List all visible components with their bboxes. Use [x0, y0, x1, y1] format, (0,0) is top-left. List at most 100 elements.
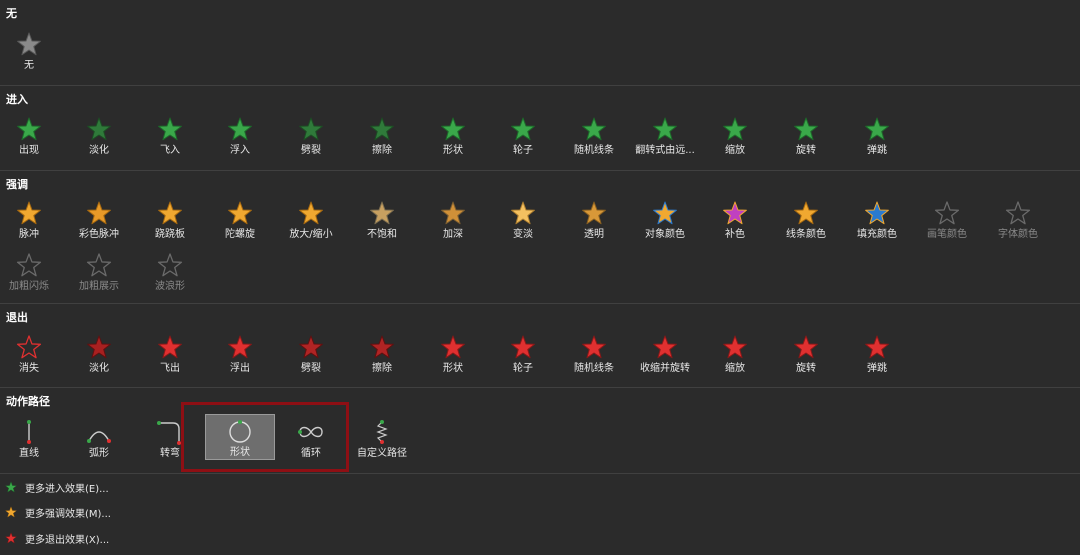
- emphasis-spin[interactable]: 陀螺旋: [205, 197, 275, 243]
- emphasis-darken[interactable]: 加深: [418, 197, 488, 243]
- star-red-zoom-icon: [723, 335, 747, 359]
- motion-turn[interactable]: 转弯: [135, 416, 205, 462]
- exit-wipe[interactable]: 擦除: [347, 331, 417, 377]
- section-none: 无 无: [0, 0, 1080, 86]
- effect-label: 跷跷板: [155, 229, 185, 240]
- effect-label: 旋转: [796, 145, 816, 156]
- star-green-spin-icon: [794, 117, 818, 141]
- more-exit-effects-link[interactable]: 更多退出效果(X)...: [0, 527, 300, 549]
- effect-label: 填充颜色: [857, 229, 897, 240]
- star-red-shrink-turn-icon: [653, 335, 677, 359]
- emphasis-object-color[interactable]: 对象颜色: [630, 197, 700, 243]
- star-gold-grow-shrink-icon: [299, 201, 323, 225]
- emphasis-transparency[interactable]: 透明: [559, 197, 629, 243]
- entrance-shape[interactable]: 形状: [418, 113, 488, 159]
- section-motion-paths: 动作路径 直线 弧形 转弯 形状 循环: [0, 388, 1080, 474]
- star-gold-pulse-icon: [17, 201, 41, 225]
- entrance-wipe[interactable]: 擦除: [347, 113, 417, 159]
- more-entrance-effects-link[interactable]: 更多进入效果(E)...: [0, 476, 300, 498]
- exit-spin[interactable]: 旋转: [771, 331, 841, 377]
- emphasis-complementary[interactable]: 补色: [700, 197, 770, 243]
- entrance-flip[interactable]: 翻转式由远...: [630, 113, 700, 159]
- entrance-appear[interactable]: 出现: [0, 113, 64, 159]
- entrance-float-in[interactable]: 浮入: [205, 113, 275, 159]
- star-outline-wave-icon: [157, 253, 183, 277]
- entrance-wheel[interactable]: 轮子: [488, 113, 558, 159]
- motion-custom-path[interactable]: 自定义路径: [347, 416, 417, 462]
- effect-label: 形状: [230, 447, 250, 458]
- emphasis-teeter[interactable]: 跷跷板: [135, 197, 205, 243]
- star-gold-lighten-icon: [511, 201, 535, 225]
- effect-label: 翻转式由远...: [635, 145, 695, 156]
- emphasis-pulse[interactable]: 脉冲: [0, 197, 64, 243]
- star-red-split-icon: [299, 335, 323, 359]
- star-gold-spin-icon: [228, 201, 252, 225]
- star-green-icon: [17, 117, 41, 141]
- exit-shrink-turn[interactable]: 收缩并旋转: [630, 331, 700, 377]
- star-gold-complementary-icon: [723, 201, 747, 225]
- exit-split[interactable]: 劈裂: [276, 331, 346, 377]
- entrance-zoom[interactable]: 缩放: [700, 113, 770, 159]
- star-gold-desaturate-icon: [370, 201, 394, 225]
- emphasis-grow-shrink[interactable]: 放大/缩小: [276, 197, 346, 243]
- emphasis-fill-color[interactable]: 填充颜色: [842, 197, 912, 243]
- exit-zoom[interactable]: 缩放: [700, 331, 770, 377]
- star-outline-bold-reveal-icon: [86, 253, 112, 277]
- motion-arc[interactable]: 弧形: [64, 416, 134, 462]
- effect-label: 加粗展示: [79, 281, 119, 292]
- exit-wheel[interactable]: 轮子: [488, 331, 558, 377]
- emphasis-desaturate[interactable]: 不饱和: [347, 197, 417, 243]
- star-red-float-out-icon: [228, 335, 252, 359]
- entrance-fly-in[interactable]: 飞入: [135, 113, 205, 159]
- entrance-random-bars[interactable]: 随机线条: [559, 113, 629, 159]
- star-green-flip-icon: [653, 117, 677, 141]
- section-exit: 退出 消失 淡化 飞出 浮出 劈裂 擦除 形状 轮子 随机线条 收缩并旋转 缩放…: [0, 304, 1080, 388]
- effect-label: 收缩并旋转: [640, 363, 690, 374]
- exit-fly-out[interactable]: 飞出: [135, 331, 205, 377]
- effect-label: 补色: [725, 229, 745, 240]
- effect-label: 淡化: [89, 145, 109, 156]
- section-title-exit: 退出: [6, 311, 28, 324]
- path-shape-circle-icon: [229, 420, 251, 443]
- more-link-label: 更多退出效果(X)...: [25, 535, 110, 546]
- emphasis-line-color[interactable]: 线条颜色: [771, 197, 841, 243]
- star-green-lines-icon: [582, 117, 606, 141]
- effect-label: 透明: [584, 229, 604, 240]
- effect-none[interactable]: 无: [0, 28, 64, 74]
- emphasis-font-color: 字体颜色: [983, 197, 1053, 243]
- more-emphasis-effects-link[interactable]: 更多强调效果(M)...: [0, 501, 300, 523]
- effect-label: 擦除: [372, 363, 392, 374]
- entrance-fade[interactable]: 淡化: [64, 113, 134, 159]
- path-loop-icon: [298, 426, 323, 438]
- effect-label: 轮子: [513, 145, 533, 156]
- section-emphasis: 强调 脉冲 彩色脉冲 跷跷板 陀螺旋 放大/缩小 不饱和 加深 变淡 透明 对象…: [0, 171, 1080, 304]
- exit-random-bars[interactable]: 随机线条: [559, 331, 629, 377]
- exit-bounce[interactable]: 弹跳: [842, 331, 912, 377]
- entrance-spin[interactable]: 旋转: [771, 113, 841, 159]
- star-gold-darken-icon: [441, 201, 465, 225]
- star-gold-teeter-icon: [158, 201, 182, 225]
- effect-label: 变淡: [513, 229, 533, 240]
- section-title-emphasis: 强调: [6, 178, 28, 191]
- motion-shape[interactable]: 形状: [205, 414, 275, 460]
- effect-label: 缩放: [725, 363, 745, 374]
- star-red-fade-icon: [87, 335, 111, 359]
- path-custom-icon: [376, 420, 388, 444]
- exit-float-out[interactable]: 浮出: [205, 331, 275, 377]
- motion-line[interactable]: 直线: [0, 416, 64, 462]
- effect-label: 加粗闪烁: [9, 281, 49, 292]
- exit-shape[interactable]: 形状: [418, 331, 488, 377]
- star-gray-icon: [17, 32, 41, 56]
- star-red-disappear-icon: [16, 335, 42, 359]
- exit-fade[interactable]: 淡化: [64, 331, 134, 377]
- entrance-bounce[interactable]: 弹跳: [842, 113, 912, 159]
- motion-loop[interactable]: 循环: [276, 416, 346, 462]
- star-red-bounce-icon: [865, 335, 889, 359]
- star-red-wheel-icon: [511, 335, 535, 359]
- exit-disappear[interactable]: 消失: [0, 331, 64, 377]
- star-outline-font-color-icon: [1005, 201, 1031, 225]
- emphasis-color-pulse[interactable]: 彩色脉冲: [64, 197, 134, 243]
- entrance-split[interactable]: 劈裂: [276, 113, 346, 159]
- effect-label: 加深: [443, 229, 463, 240]
- emphasis-lighten[interactable]: 变淡: [488, 197, 558, 243]
